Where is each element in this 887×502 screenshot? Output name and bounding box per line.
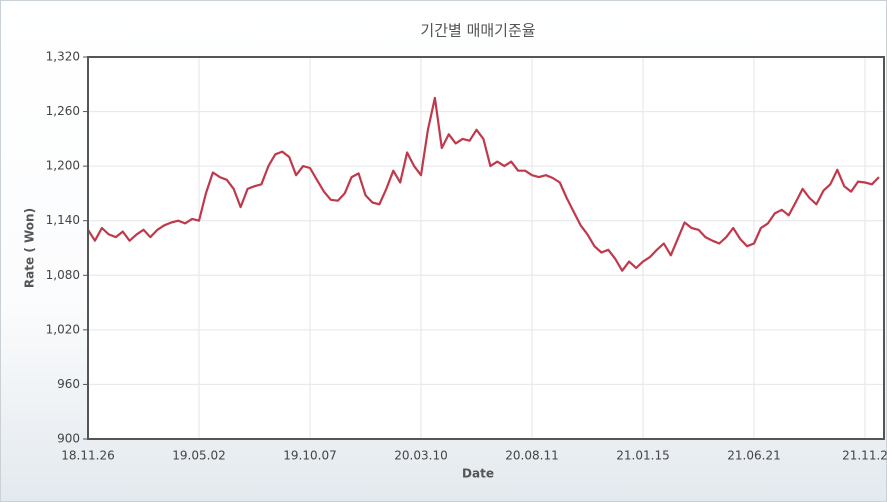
y-axis-title: Rate ( Won)	[23, 208, 37, 288]
y-tick-label: 1,020	[46, 322, 80, 336]
plot-border	[87, 56, 885, 440]
chart-title: 기간별 매매기준율	[420, 22, 535, 40]
x-tick-label: 21.11.2	[842, 449, 887, 463]
x-tick-label: 20.03.10	[394, 449, 447, 463]
y-tick-label: 1,200	[46, 159, 80, 173]
y-tick-label: 1,320	[46, 50, 80, 64]
x-tick-label: 19.05.02	[172, 449, 225, 463]
y-tick-label: 1,260	[46, 104, 80, 118]
y-tick-label: 1,140	[46, 213, 80, 227]
line	[87, 96, 880, 272]
x-tick-label: 21.01.15	[616, 449, 669, 463]
plot-area	[88, 57, 884, 439]
x-tick-label: 20.08.11	[505, 449, 558, 463]
x-tick-label: 18.11.26	[61, 449, 114, 463]
x-tick-label: 19.10.07	[283, 449, 336, 463]
y-tick-label: 900	[57, 432, 80, 446]
x-tick-label: 21.06.21	[727, 449, 780, 463]
y-tick-label: 1,080	[46, 268, 80, 282]
marks	[87, 96, 880, 272]
labels: 900 960 1,020 1,080 1,140 1,200 1,260 1,320 18.1…	[46, 50, 887, 463]
y-tick-label: 960	[57, 377, 80, 391]
x-axis-title: Date	[462, 467, 494, 481]
